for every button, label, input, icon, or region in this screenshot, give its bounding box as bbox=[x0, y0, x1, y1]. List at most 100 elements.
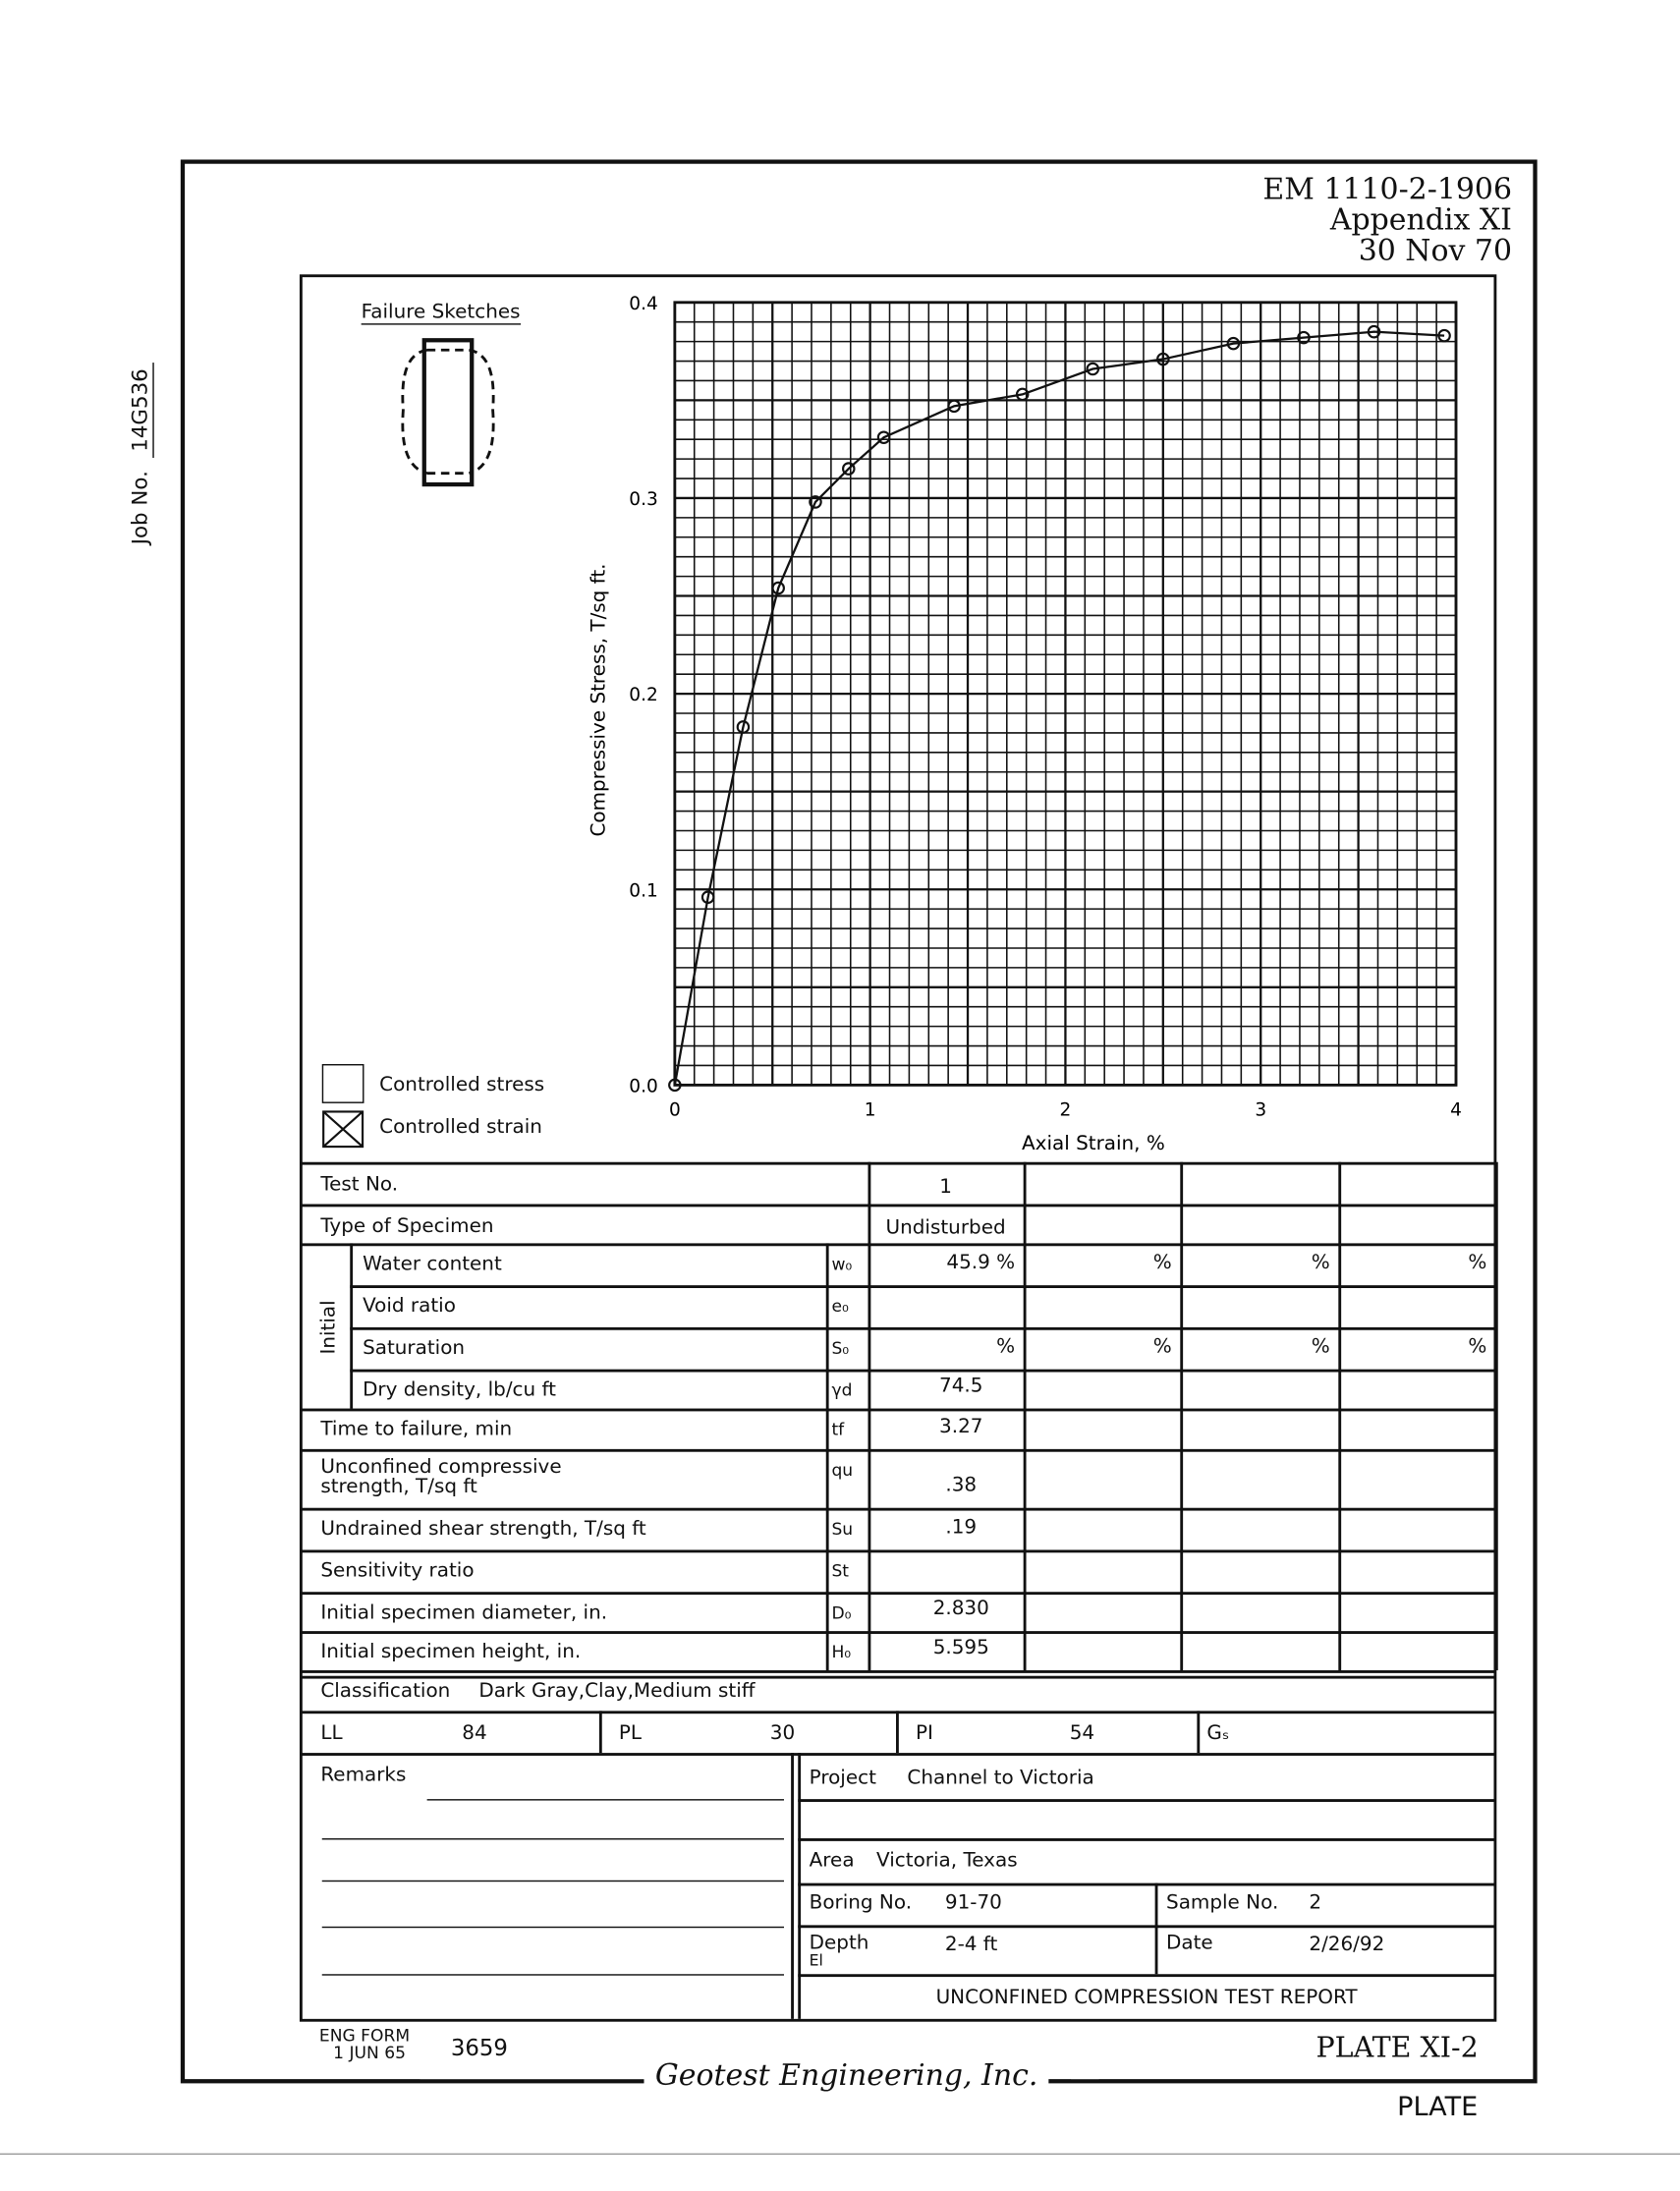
pi-value: 54 bbox=[1069, 1721, 1095, 1745]
row-label: Time to failure, min bbox=[320, 1418, 513, 1441]
row-value: 74.5 bbox=[939, 1375, 983, 1398]
row-value: 45.9 % bbox=[946, 1251, 1016, 1274]
x-tick-label: 4 bbox=[1450, 1100, 1462, 1121]
row-value: .38 bbox=[945, 1474, 978, 1497]
remarks-label: Remarks bbox=[320, 1764, 407, 1787]
row-label: Void ratio bbox=[363, 1295, 456, 1318]
data-point bbox=[736, 720, 751, 734]
table-rule bbox=[321, 1880, 784, 1882]
pl-label: PL bbox=[618, 1721, 643, 1745]
row-symbol: e₀ bbox=[831, 1296, 849, 1317]
row-value: 5.595 bbox=[932, 1636, 989, 1659]
table-rule bbox=[1338, 1161, 1342, 1671]
table-rule bbox=[321, 1926, 784, 1929]
table-rule bbox=[798, 1838, 1495, 1841]
table-rule bbox=[301, 1161, 1495, 1165]
row-value: % bbox=[1311, 1251, 1330, 1274]
failure-sketch bbox=[401, 338, 495, 487]
data-point bbox=[842, 462, 856, 476]
row-label: Unconfined compressive strength, T/sq ft bbox=[320, 1456, 562, 1498]
table-rule bbox=[896, 1711, 899, 1754]
stress-strain-curve bbox=[673, 330, 1445, 1086]
y-tick-label: 0.1 bbox=[629, 880, 657, 901]
data-point bbox=[1297, 330, 1311, 345]
data-point bbox=[668, 1078, 682, 1093]
row-symbol: w₀ bbox=[831, 1254, 853, 1274]
table-rule bbox=[798, 1925, 1495, 1929]
table-rule bbox=[350, 1326, 1495, 1330]
date-label: Date bbox=[1166, 1932, 1213, 1955]
table-rule bbox=[321, 1974, 784, 1976]
data-point bbox=[1086, 362, 1100, 376]
x-tick-label: 3 bbox=[1255, 1100, 1266, 1121]
table-rule bbox=[301, 1631, 1495, 1634]
data-point bbox=[876, 430, 891, 444]
controlled-stress-label: Controlled stress bbox=[379, 1073, 545, 1096]
y-tick-label: 0.4 bbox=[629, 294, 657, 314]
row-symbol: Su bbox=[831, 1519, 854, 1540]
company-bar bbox=[420, 2062, 644, 2080]
plate-label: PLATE bbox=[1397, 2091, 1479, 2123]
row-value: % bbox=[1468, 1335, 1487, 1359]
row-value: .19 bbox=[945, 1516, 978, 1540]
data-point bbox=[947, 399, 961, 414]
table-rule bbox=[1197, 1711, 1201, 1754]
header-block: EM 1110-2-1906 Appendix XI 30 Nov 70 bbox=[1262, 172, 1512, 268]
depth-value: 2-4 ft bbox=[944, 1933, 998, 1956]
row-value: % bbox=[996, 1335, 1016, 1359]
row-symbol: D₀ bbox=[831, 1602, 852, 1623]
form-number: 3659 bbox=[450, 2034, 508, 2061]
test-no-label: Test No. bbox=[320, 1173, 399, 1196]
row-label: Saturation bbox=[363, 1336, 466, 1360]
row-label: Dry density, lb/cu ft bbox=[363, 1378, 557, 1402]
project-value: Channel to Victoria bbox=[907, 1767, 1094, 1790]
table-rule bbox=[350, 1369, 1495, 1373]
table-rule bbox=[350, 1285, 1495, 1288]
table-rule bbox=[798, 1799, 1495, 1802]
data-point bbox=[1015, 387, 1030, 402]
table-rule bbox=[321, 1838, 784, 1840]
table-rule bbox=[1154, 1882, 1158, 1975]
date-value: 2/26/92 bbox=[1309, 1933, 1385, 1956]
elevation-label: El bbox=[809, 1951, 823, 1970]
controlled-strain-label: Controlled strain bbox=[379, 1115, 542, 1139]
data-point bbox=[1226, 336, 1241, 351]
data-point bbox=[771, 581, 785, 595]
row-label: Initial specimen height, in. bbox=[320, 1641, 582, 1663]
table-rule bbox=[301, 1675, 1495, 1679]
table-rule bbox=[350, 1243, 354, 1409]
table-rule bbox=[1180, 1161, 1184, 1671]
table-rule bbox=[301, 1753, 1495, 1756]
table-rule bbox=[301, 1408, 1495, 1412]
row-label: Undrained shear strength, T/sq ft bbox=[320, 1517, 646, 1541]
pl-value: 30 bbox=[769, 1721, 796, 1745]
table-rule bbox=[301, 1507, 1495, 1511]
row-label: Water content bbox=[363, 1253, 502, 1276]
table-rule bbox=[301, 1670, 1495, 1673]
depth-label: Depth bbox=[809, 1932, 869, 1955]
company-name: Geotest Engineering, Inc. bbox=[644, 2057, 1049, 2092]
row-label: Initial specimen diameter, in. bbox=[320, 1601, 608, 1624]
inner-frame bbox=[299, 274, 1497, 2022]
x-axis-label: Axial Strain, % bbox=[1022, 1131, 1165, 1154]
table-rule bbox=[798, 1882, 1495, 1886]
y-axis-label: Compressive Stress, T/sq ft. bbox=[587, 564, 610, 837]
initial-group-label: Initial bbox=[317, 1300, 341, 1355]
project-label: Project bbox=[809, 1767, 876, 1790]
stress-strain-chart: 0 1 2 3 4 0.0 0.1 0.2 0.3 0.4 Axial Strain, % Compr… bbox=[587, 294, 1462, 1154]
table-rule bbox=[1494, 1161, 1498, 1671]
type-of-specimen-label: Type of Specimen bbox=[320, 1214, 494, 1238]
report-title: UNCONFINED COMPRESSION TEST REPORT bbox=[935, 1987, 1358, 2009]
y-tick-label: 0.3 bbox=[629, 489, 657, 510]
boring-label: Boring No. bbox=[809, 1891, 913, 1914]
company-bar bbox=[1071, 2062, 1099, 2080]
table-rule bbox=[598, 1711, 602, 1754]
table-rule bbox=[868, 1161, 871, 1671]
table-rule bbox=[301, 1592, 1495, 1596]
data-point bbox=[1156, 352, 1170, 366]
controlled-stress-checkbox bbox=[321, 1064, 364, 1103]
row-symbol: tf bbox=[831, 1419, 845, 1439]
row-symbol: qu bbox=[831, 1460, 854, 1481]
data-point bbox=[700, 890, 715, 904]
